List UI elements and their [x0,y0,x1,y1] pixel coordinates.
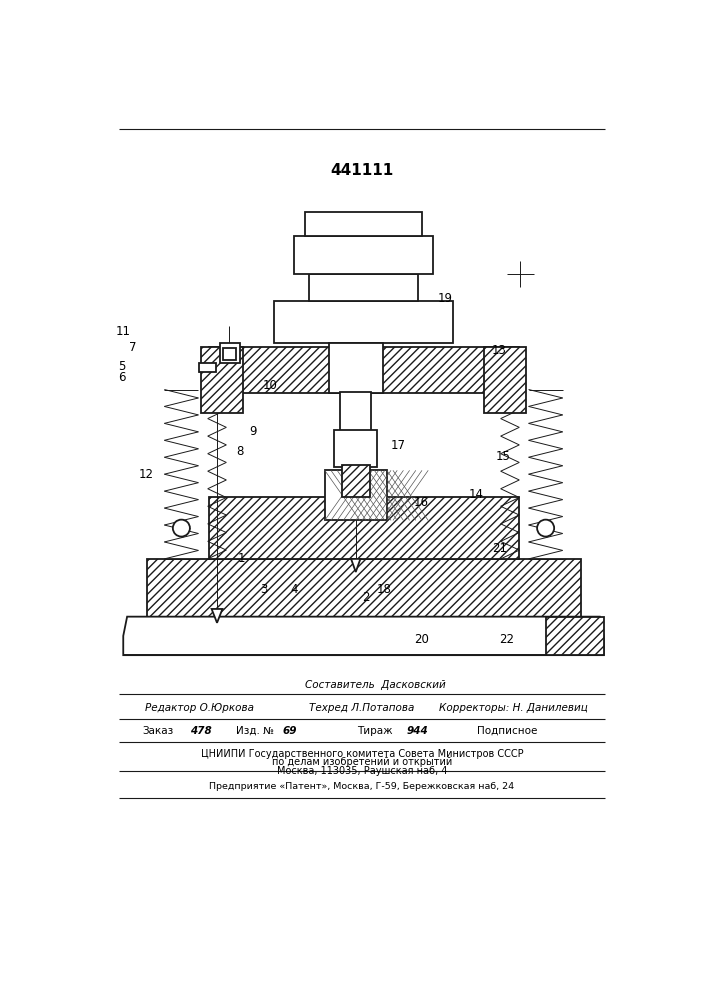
Text: 7: 7 [129,341,136,354]
Text: по делам изобретений и открытий: по делам изобретений и открытий [271,757,452,767]
Bar [329,343,383,393]
Bar [325,470,387,520]
Text: 2: 2 [362,591,370,604]
Text: ЦНИИПИ Государственного комитета Совета Министров СССР: ЦНИИПИ Государственного комитета Совета … [201,749,523,759]
Text: Москва, 113035, Раушская наб, 4: Москва, 113035, Раушская наб, 4 [276,766,448,776]
Text: 478: 478 [190,726,211,736]
Text: 5: 5 [118,360,125,373]
Circle shape [537,520,554,537]
Bar [201,347,243,413]
Circle shape [173,520,190,537]
Text: 8: 8 [236,445,243,458]
Bar [309,274,418,301]
Text: 19: 19 [438,292,452,305]
Bar [305,212,421,235]
Text: 13: 13 [491,344,506,358]
Text: 69: 69 [283,726,297,736]
Bar [220,343,240,363]
Bar [223,348,235,360]
Bar [199,363,216,372]
Text: 18: 18 [376,583,391,596]
Text: 16: 16 [414,496,429,509]
Text: 22: 22 [499,633,515,646]
Bar [274,301,452,343]
Text: Предприятие «Патент», Москва, Г-59, Бережковская наб, 24: Предприятие «Патент», Москва, Г-59, Бере… [209,782,515,791]
Bar [146,559,580,617]
Text: Редактор О.Юркова: Редактор О.Юркова [145,703,254,713]
Text: 15: 15 [496,450,510,463]
Text: Изд. №: Изд. № [236,726,274,736]
Text: 9: 9 [250,425,257,438]
Bar [293,235,433,274]
Bar [484,347,526,413]
Bar [209,497,518,559]
Text: 17: 17 [391,439,406,452]
Text: 4: 4 [290,583,298,596]
Bar [209,347,518,393]
Bar [341,465,370,497]
Text: 944: 944 [407,726,428,736]
Polygon shape [211,609,223,623]
Text: 20: 20 [414,633,429,646]
Text: Заказ: Заказ [143,726,174,736]
Polygon shape [351,559,361,572]
Text: 11: 11 [116,325,131,338]
Text: Корректоры: Н. Данилевиц: Корректоры: Н. Данилевиц [438,702,588,713]
Text: Техред Л.Потапова: Техред Л.Потапова [309,703,414,713]
Text: Составитель  Дасковский: Составитель Дасковский [305,680,445,690]
Text: 14: 14 [468,488,484,501]
Bar [340,392,371,432]
Text: 12: 12 [139,468,154,481]
Bar [546,617,604,655]
Text: Тираж: Тираж [357,726,393,736]
Bar [334,430,378,466]
Text: 6: 6 [118,371,125,384]
Text: Подписное: Подписное [477,726,537,736]
Text: 10: 10 [263,379,278,392]
Text: 441111: 441111 [330,163,394,178]
Text: 21: 21 [491,542,507,555]
Text: 3: 3 [261,583,268,596]
Polygon shape [123,617,604,655]
Text: 1: 1 [238,552,245,565]
